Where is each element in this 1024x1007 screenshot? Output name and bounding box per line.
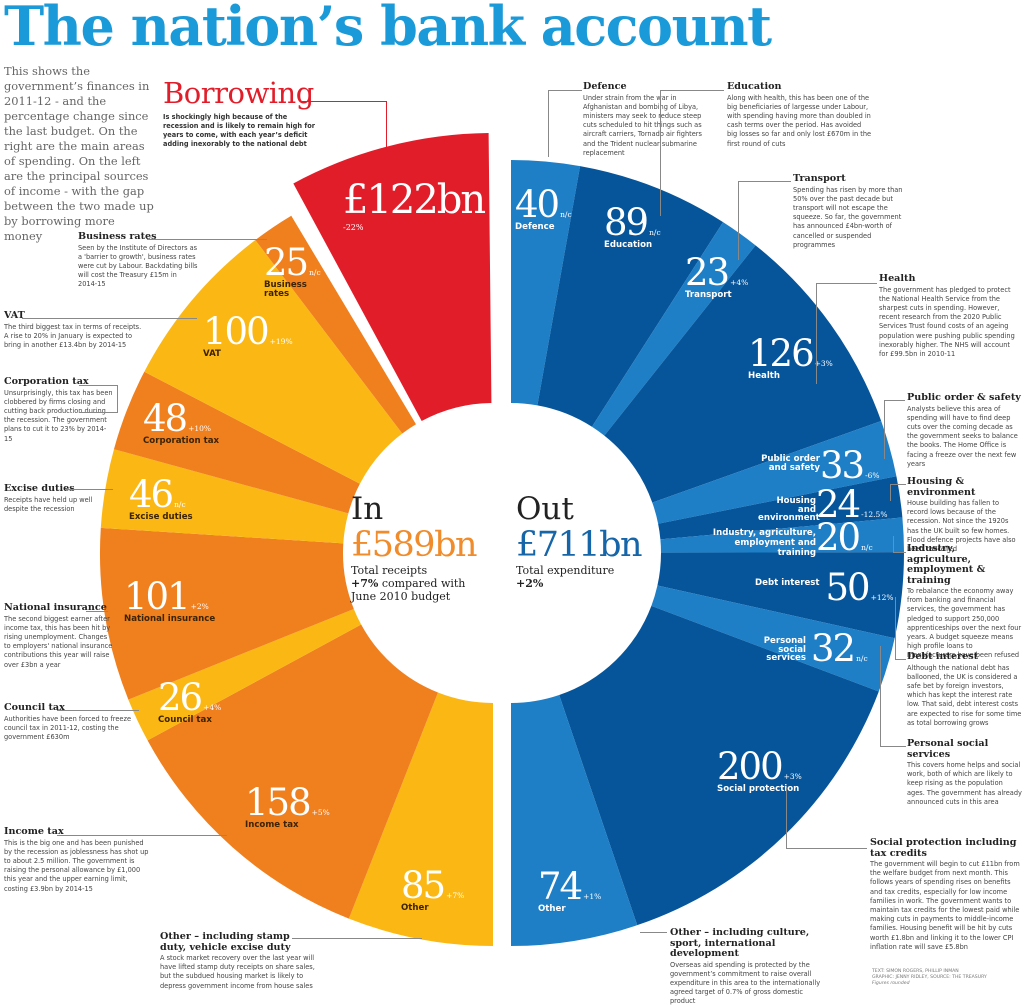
- wedge-in-business-rates: [255, 215, 417, 434]
- note-health: Health The government has pledged to prot…: [879, 273, 1015, 358]
- wedge-in-national-insurance: [100, 527, 354, 700]
- in-subtitle: Total receipts: [351, 564, 428, 577]
- leader-industry: [893, 536, 906, 553]
- leader-business-rates: [147, 239, 267, 240]
- value-public-order: Public order and safety33 -6%: [761, 444, 880, 487]
- value-national-insurance: 101 +2% National insurance: [124, 575, 216, 624]
- wedge-out-industry-agriculture-employment-and-training: [660, 517, 904, 553]
- note-council-tax: Council tax Authorities have been forced …: [4, 702, 132, 741]
- value-transport: 23 +4% Transport: [685, 251, 749, 300]
- value-industry: Industry, agriculture, employment and tr…: [712, 516, 873, 559]
- wedge-in-other: [348, 692, 493, 946]
- value-social-protection: 200 +3% Social protection: [717, 745, 802, 794]
- value-corporation-tax: 48 +10% Corporation tax: [143, 397, 220, 446]
- in-budget-ref: June 2010 budget: [351, 590, 451, 603]
- page-title: The nation’s bank account: [4, 0, 772, 58]
- wedge-in-council-tax: [128, 608, 362, 741]
- value-income-tax: 158 +5% Income tax: [245, 781, 330, 830]
- wedge-in-vat: [144, 240, 403, 484]
- out-subtitle: Total expenditure: [516, 564, 615, 577]
- wedge-out-health: [604, 245, 882, 503]
- leader-debt-interest: [895, 597, 906, 660]
- out-label: Out: [516, 491, 574, 527]
- note-other-in: Other – including stamp duty, vehicle ex…: [160, 931, 315, 990]
- note-industry: Industry, agriculture, employment & trai…: [907, 543, 1022, 660]
- wedge-out-public-order-and-safety: [652, 421, 897, 524]
- leader-public-order: [884, 400, 905, 459]
- value-education: 89 n/c Education: [604, 201, 661, 250]
- value-council-tax: 26 +4% Council tax: [158, 676, 222, 725]
- wedge-out-personal-social-services: [651, 585, 895, 692]
- wedge-out-debt-interest: [657, 552, 904, 639]
- value-debt-interest: Debt interest 50 +12%: [755, 566, 894, 609]
- wedge-out-education: [537, 166, 724, 427]
- leader-income-tax: [57, 835, 227, 836]
- leader-defence: [548, 90, 582, 157]
- note-income-tax: Income tax This is the big one and has be…: [4, 826, 149, 893]
- note-debt-interest: Debt interest Although the national debt …: [907, 651, 1022, 727]
- leader-social-protection: [786, 788, 867, 849]
- value-vat: 100 +19% VAT: [203, 310, 293, 359]
- borrowing-leader-line: [300, 101, 387, 148]
- note-other-out: Other – including culture, sport, intern…: [670, 927, 821, 1006]
- note-social-protection: Social protection including tax credits T…: [870, 837, 1020, 951]
- wedge-in-income-tax: [147, 624, 438, 919]
- out-change: +2%: [516, 577, 544, 590]
- leader-housing: [890, 484, 906, 501]
- wedge-out-defence: [511, 160, 581, 406]
- borrowing-description: Is shockingly high because of the recess…: [163, 113, 316, 148]
- value-health: 126 +3% Health: [748, 332, 833, 381]
- leader-transport: [738, 181, 791, 260]
- leader-health: [816, 283, 877, 384]
- wedge-out-other: [511, 695, 638, 947]
- total-expenditure-block: Out £711bn Total expenditure +2%: [516, 491, 643, 590]
- note-business-rates: Business rates Seen by the Institute of D…: [78, 231, 198, 289]
- value-housing: Housing and environment24 -12.5%: [758, 483, 888, 526]
- leader-other-out: [640, 932, 667, 933]
- note-vat: VAT The third biggest tax in terms of rec…: [4, 310, 142, 349]
- out-amount: £711bn: [516, 525, 643, 565]
- in-change: +7%: [351, 577, 379, 590]
- borrowing-value: £122bn -22%: [343, 177, 486, 232]
- leader-personal-social: [880, 646, 906, 747]
- leader-vat: [22, 318, 197, 319]
- note-housing: Housing & environment House building has …: [907, 476, 1016, 554]
- wedge-in-excise-duties: [100, 449, 349, 544]
- total-receipts-block: In £589bn Total receipts +7% compared wi…: [351, 491, 478, 603]
- credits: TEXT: SIMON ROGERS, PHILLIP INMAN GRAPHI…: [872, 969, 987, 986]
- leader-ni: [86, 611, 108, 612]
- note-personal-social: Personal social services This covers home…: [907, 738, 1022, 806]
- leader-council-tax: [57, 710, 139, 711]
- note-public-order: Public order & safety Analysts believe th…: [907, 392, 1021, 468]
- wedge-borrowing: [293, 133, 492, 422]
- note-defence: Defence Under strain from the war in Afgh…: [583, 81, 702, 157]
- in-label: In: [351, 491, 384, 527]
- wedge-out-social-protection: [559, 605, 879, 926]
- wedge-out-transport: [591, 222, 756, 436]
- note-transport: Transport Spending has risen by more than…: [793, 173, 903, 249]
- in-amount: £589bn: [351, 525, 478, 565]
- value-personal-social: Personal social services 32 n/c: [763, 627, 868, 670]
- value-business-rates: 25 n/c Business rates: [264, 241, 321, 299]
- intro-text: This shows the government’s finances in …: [4, 64, 154, 243]
- wedge-out-housing-and-environment: [658, 476, 903, 540]
- note-education: Education Along with health, this has bee…: [727, 81, 872, 148]
- note-corporation-tax: Corporation tax Unsurprisingly, this tax …: [4, 376, 113, 443]
- leader-other-in: [292, 938, 422, 939]
- leader-excise: [66, 489, 113, 490]
- value-defence: 40 n/c Defence: [515, 183, 572, 232]
- value-excise-duties: 46 n/c Excise duties: [129, 473, 193, 522]
- in-change-text: compared with: [378, 577, 466, 590]
- note-national-insurance: National insurance The second biggest ear…: [4, 602, 113, 669]
- note-excise-duties: Excise duties Receipts have held up well …: [4, 483, 93, 513]
- leader-education: [660, 90, 724, 216]
- value-other-out: 74 +1% Other: [538, 865, 602, 914]
- leader-corporation-tax: [79, 385, 118, 413]
- value-other-in: 85 +7% Other: [401, 864, 465, 913]
- wedge-in-corporation-tax: [113, 371, 360, 514]
- borrowing-heading: Borrowing: [163, 76, 314, 110]
